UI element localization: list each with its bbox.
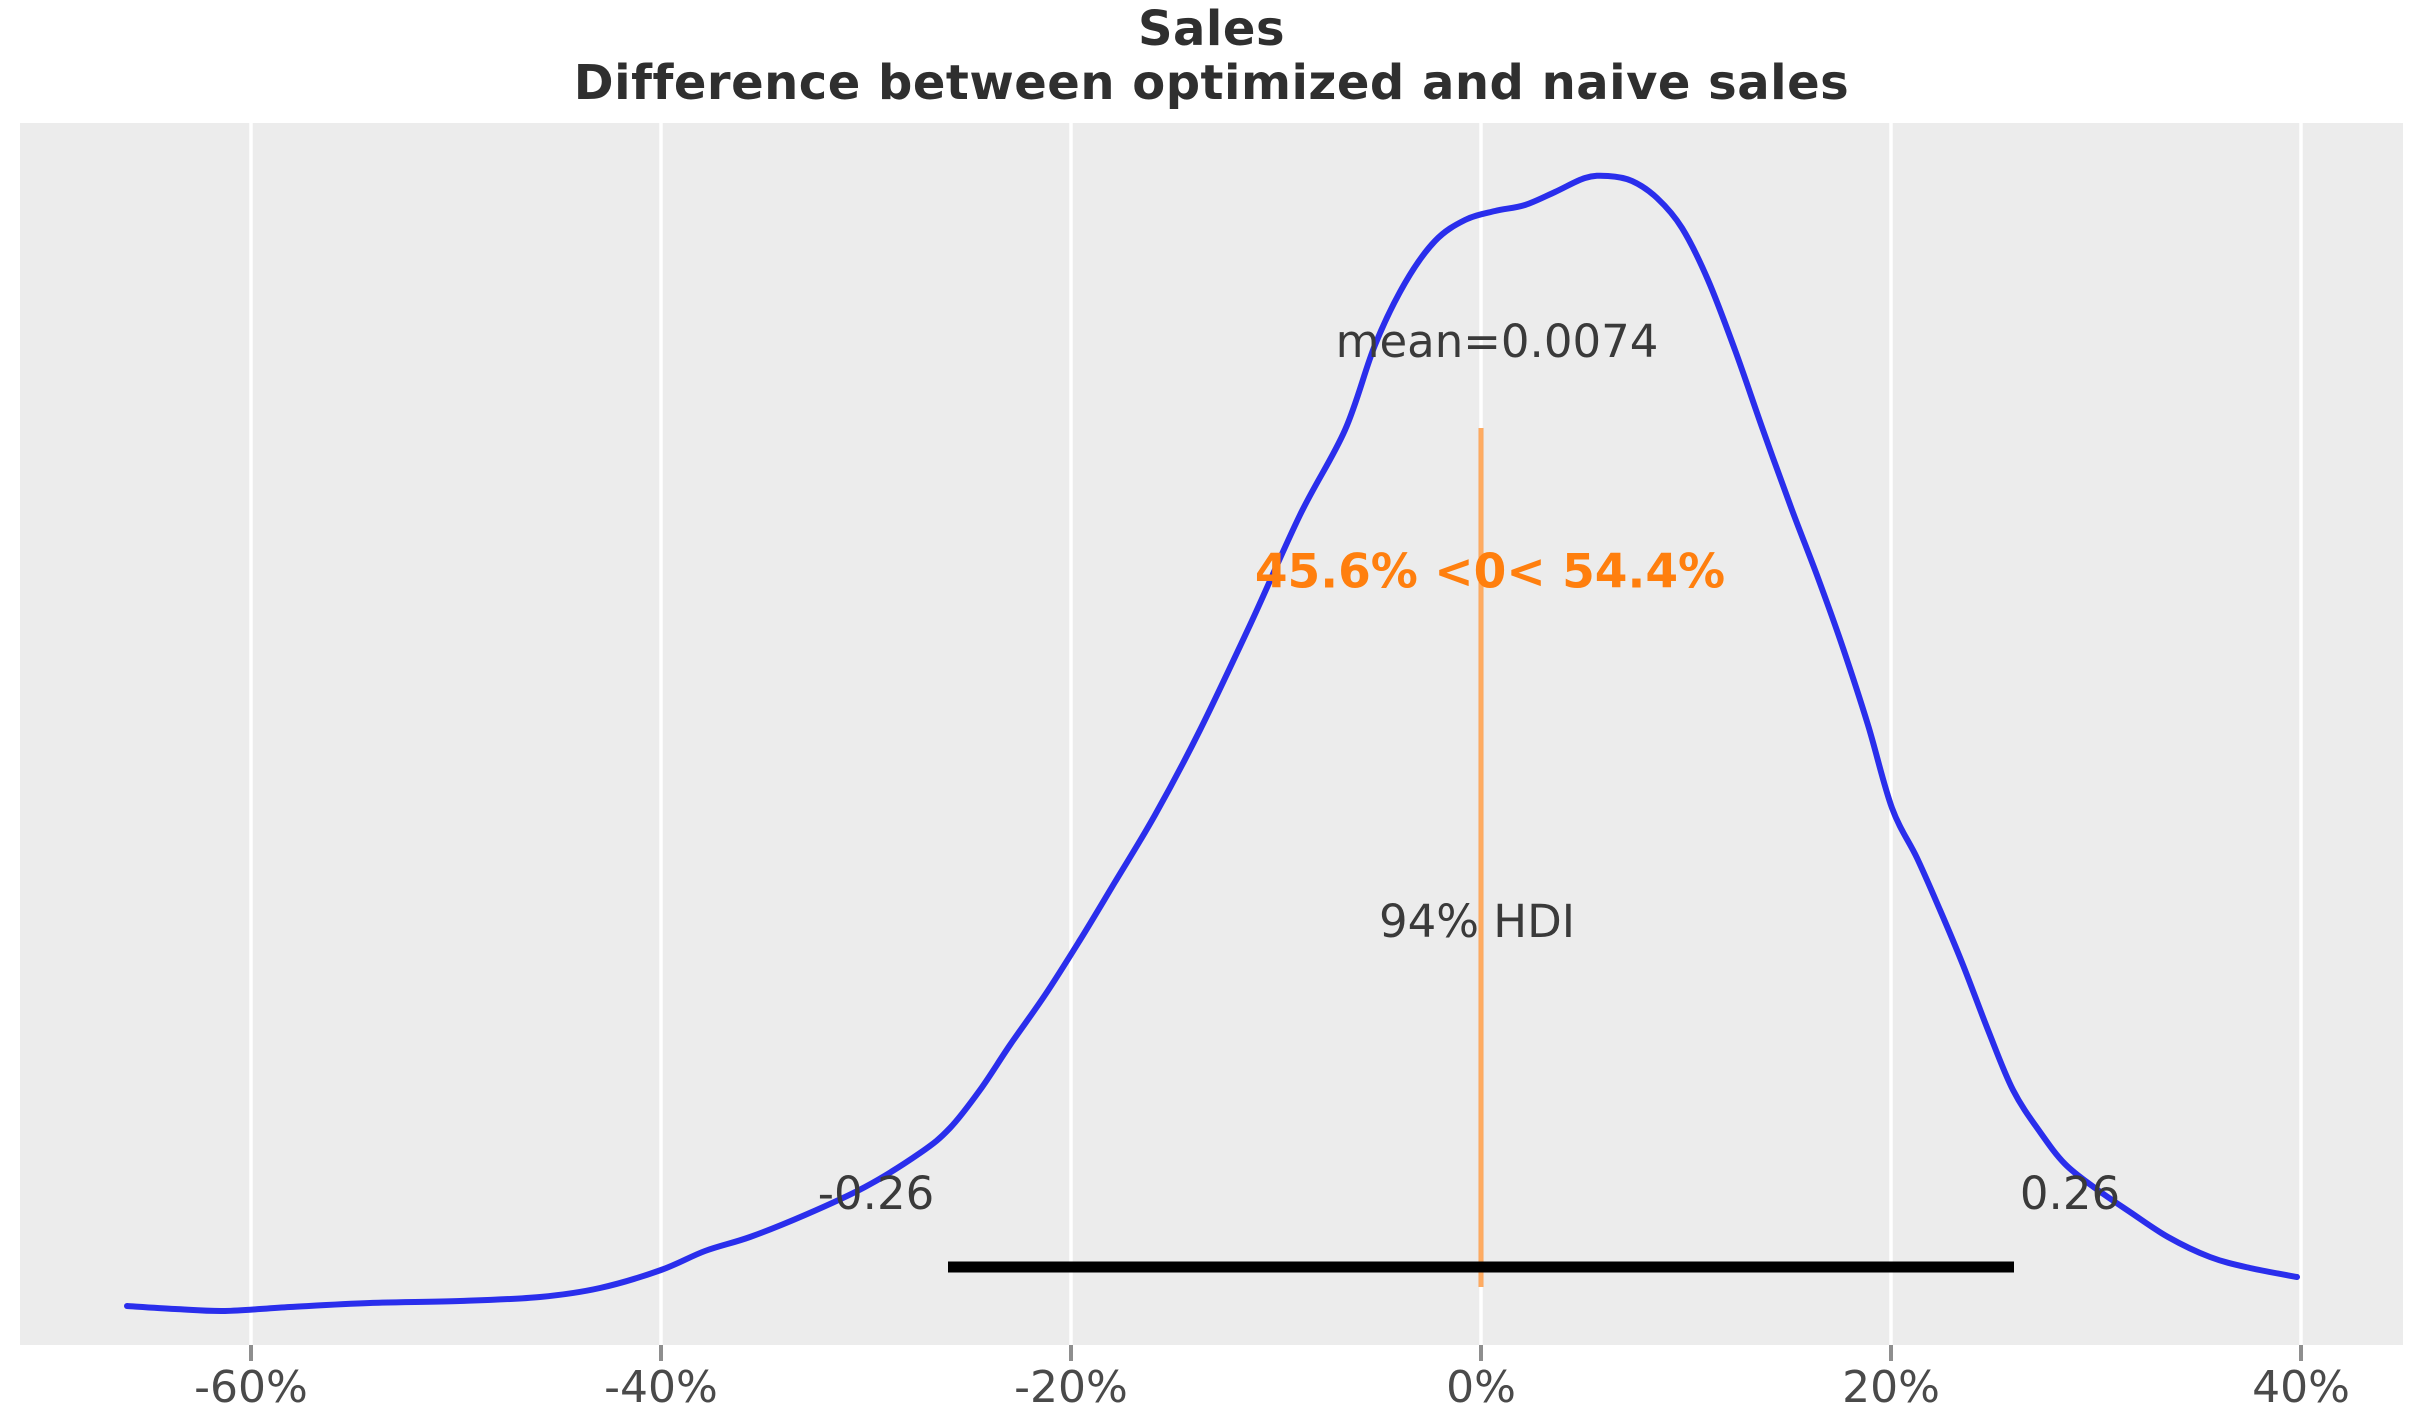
mean-annotation: mean=0.0074	[1336, 315, 1659, 368]
x-tick-label: 0%	[1446, 1362, 1516, 1413]
x-tick-label: -40%	[604, 1362, 718, 1413]
hdi-lower-label: -0.26	[818, 1167, 934, 1220]
chart-title-line2: Difference between optimized and naive s…	[573, 55, 1850, 111]
ref-val-annotation: 45.6% <0< 54.4%	[1255, 545, 1725, 600]
hdi-label: 94% HDI	[1379, 895, 1575, 948]
plot-area	[20, 123, 2403, 1345]
chart-title-line1: Sales	[1137, 1, 1286, 57]
chart-title: Sales Difference between optimized and n…	[0, 2, 2423, 110]
kde-curve	[124, 172, 2300, 1315]
x-tick-labels: -60% -40% -20% 0% 20% 40%	[194, 1362, 2350, 1413]
x-tick-marks	[249, 1345, 2303, 1361]
x-tick-label: 20%	[1842, 1362, 1940, 1413]
hdi-upper-label: 0.26	[2020, 1167, 2120, 1220]
x-tick-label: 40%	[2252, 1362, 2350, 1413]
x-tick-label: -60%	[194, 1362, 308, 1413]
x-tick-label: -20%	[1014, 1362, 1128, 1413]
